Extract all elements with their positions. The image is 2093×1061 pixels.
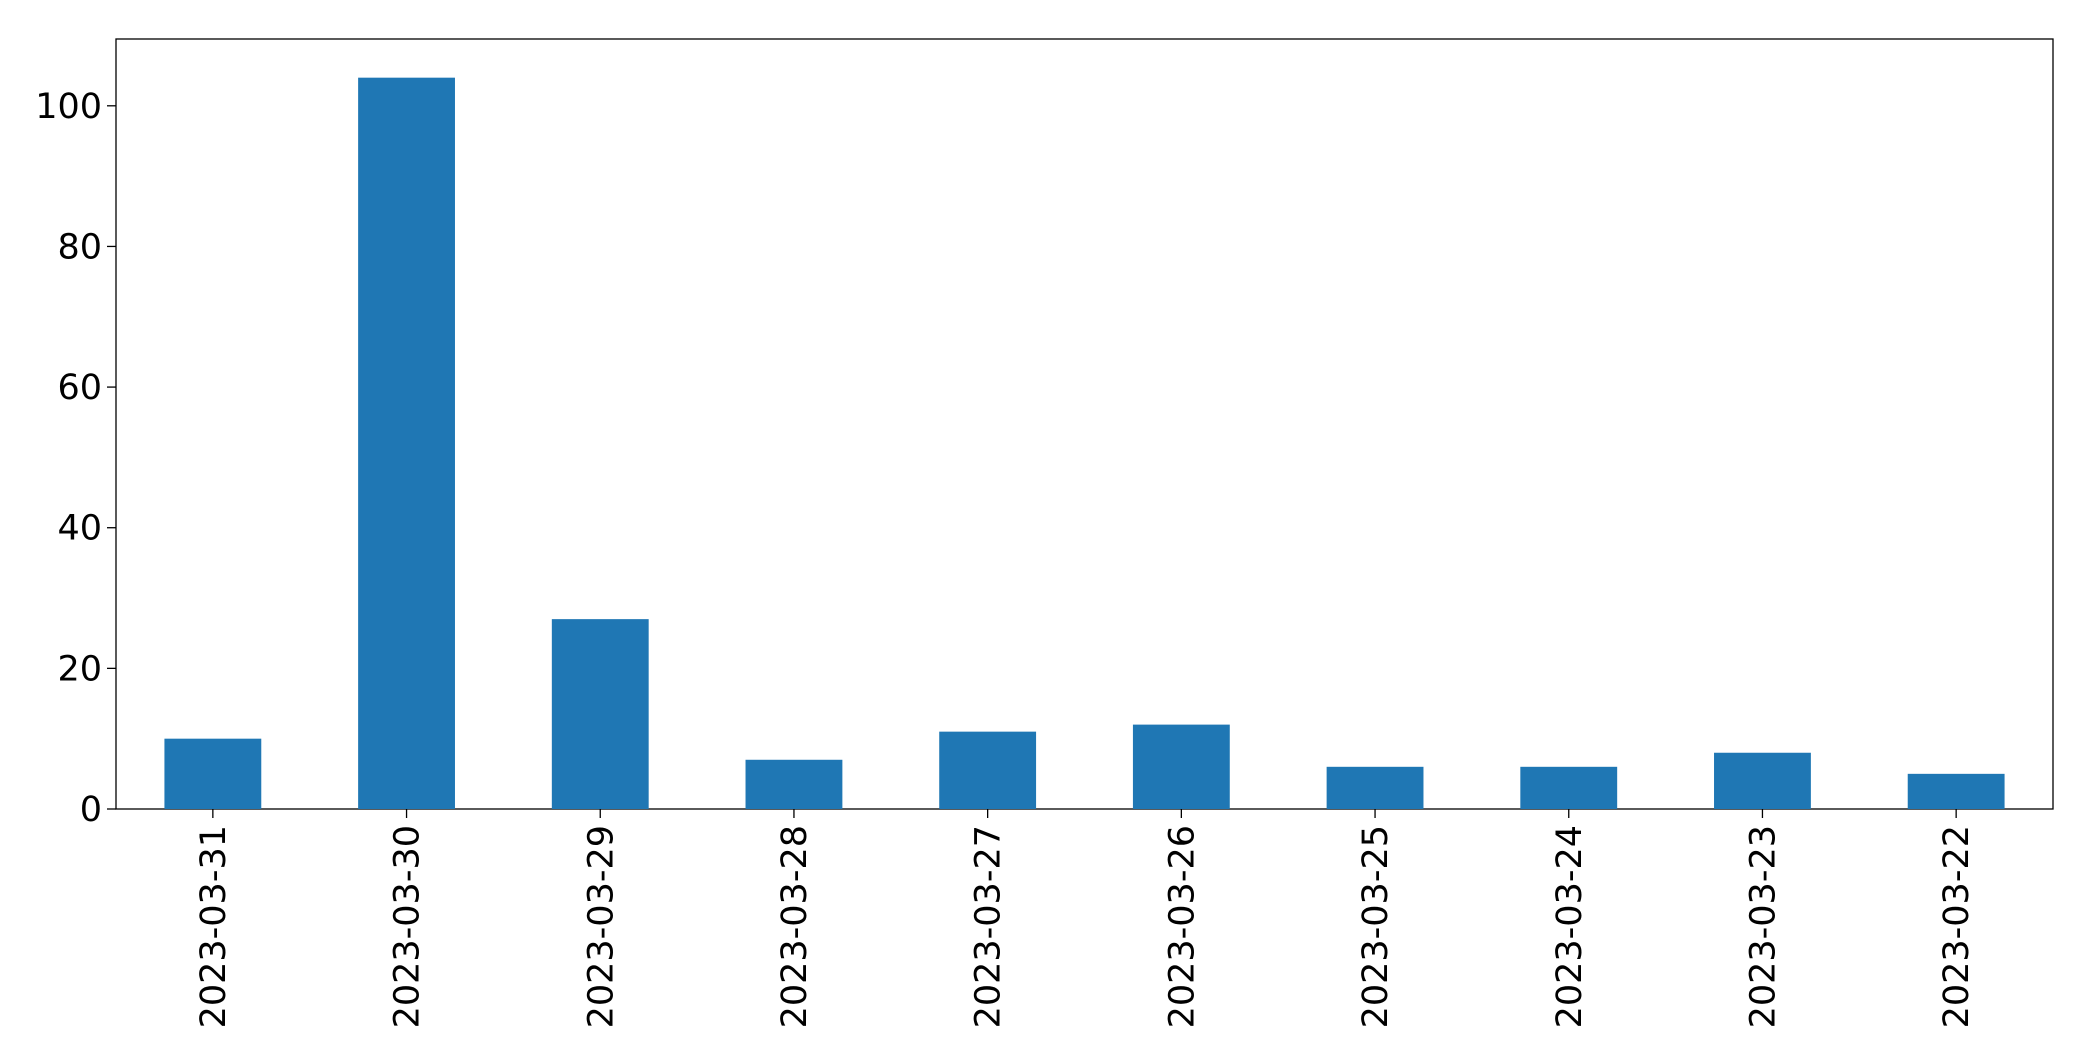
bar xyxy=(551,619,649,809)
bar xyxy=(745,759,843,809)
x-tick-label: 2023-03-29 xyxy=(581,825,621,1028)
axes-frame xyxy=(115,38,2054,810)
bar xyxy=(1132,724,1230,809)
y-tick-label: 100 xyxy=(35,87,102,127)
bar xyxy=(358,77,455,810)
y-tick-label: 60 xyxy=(57,368,102,408)
x-tick-label: 2023-03-23 xyxy=(1743,825,1783,1028)
bar xyxy=(1326,766,1424,809)
y-tick-label: 0 xyxy=(80,790,102,830)
x-tick-label: 2023-03-24 xyxy=(1550,825,1590,1028)
bar xyxy=(1520,766,1618,809)
x-tick-label: 2023-03-28 xyxy=(775,825,815,1028)
bar xyxy=(164,738,262,809)
x-tick-label: 2023-03-22 xyxy=(1937,825,1977,1028)
y-tick-label: 40 xyxy=(57,509,102,549)
x-tick-label: 2023-03-27 xyxy=(969,825,1009,1028)
bar xyxy=(939,731,1037,809)
x-tick-label: 2023-03-26 xyxy=(1162,825,1202,1028)
bar xyxy=(1714,752,1811,809)
x-tick-label: 2023-03-30 xyxy=(388,825,428,1028)
y-tick-label: 80 xyxy=(57,227,102,267)
x-tick-label: 2023-03-25 xyxy=(1356,825,1396,1028)
y-tick-label: 20 xyxy=(57,649,102,689)
bar xyxy=(1907,773,2005,809)
x-tick-label: 2023-03-31 xyxy=(194,825,234,1028)
